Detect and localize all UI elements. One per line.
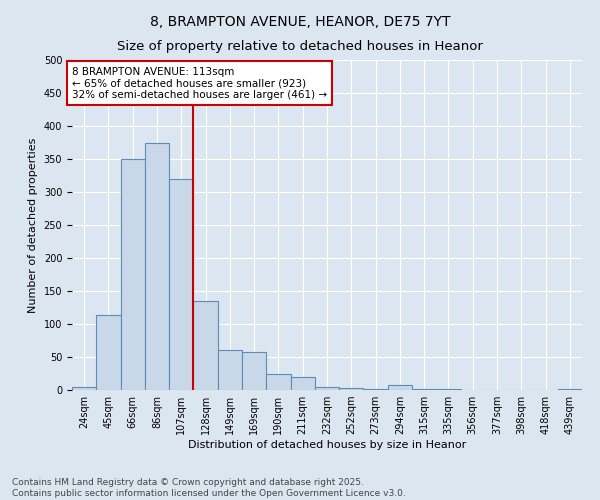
Text: Size of property relative to detached houses in Heanor: Size of property relative to detached ho… — [117, 40, 483, 53]
Text: Contains HM Land Registry data © Crown copyright and database right 2025.
Contai: Contains HM Land Registry data © Crown c… — [12, 478, 406, 498]
Bar — [339, 388, 364, 390]
Bar — [72, 386, 96, 390]
Bar — [290, 377, 315, 390]
Bar — [145, 142, 169, 390]
X-axis label: Distribution of detached houses by size in Heanor: Distribution of detached houses by size … — [188, 440, 466, 450]
Bar — [364, 388, 388, 390]
Text: 8 BRAMPTON AVENUE: 113sqm
← 65% of detached houses are smaller (923)
32% of semi: 8 BRAMPTON AVENUE: 113sqm ← 65% of detac… — [72, 66, 327, 100]
Bar — [193, 301, 218, 390]
Bar — [96, 316, 121, 390]
Bar — [412, 388, 436, 390]
Text: 8, BRAMPTON AVENUE, HEANOR, DE75 7YT: 8, BRAMPTON AVENUE, HEANOR, DE75 7YT — [150, 15, 450, 29]
Y-axis label: Number of detached properties: Number of detached properties — [28, 138, 38, 312]
Bar — [242, 352, 266, 390]
Bar — [218, 350, 242, 390]
Bar — [121, 159, 145, 390]
Bar — [558, 388, 582, 390]
Bar — [266, 374, 290, 390]
Bar — [169, 179, 193, 390]
Bar — [388, 384, 412, 390]
Bar — [315, 386, 339, 390]
